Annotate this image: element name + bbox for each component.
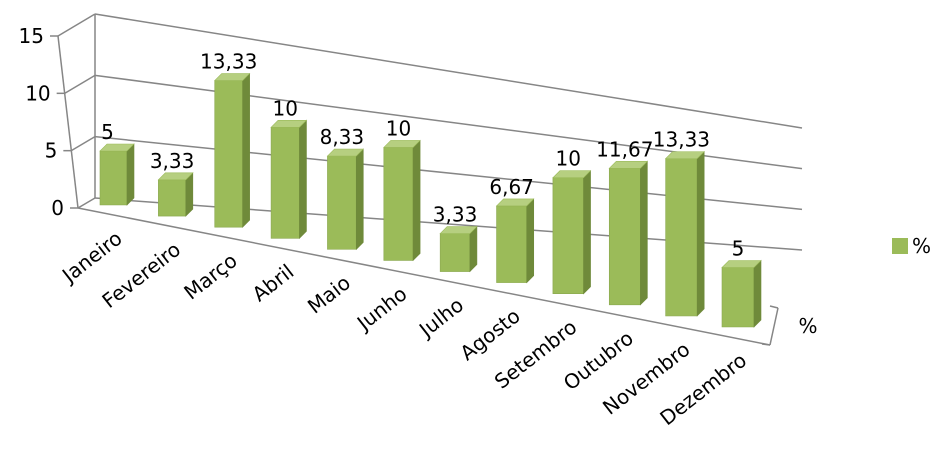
bar-top-abril <box>270 119 308 128</box>
gridline-back <box>94 13 803 129</box>
bar-side-junho <box>412 139 421 262</box>
data-label: 13,33 <box>653 128 710 152</box>
bar-top-dezembro <box>721 260 762 268</box>
data-label: 5 <box>732 237 745 261</box>
gridline-side <box>64 74 96 94</box>
depth-axis-label: % <box>798 314 817 338</box>
data-label: 8,33 <box>320 125 365 149</box>
bar-front-novembro <box>665 158 698 317</box>
bar-front-junho <box>383 147 414 261</box>
bar-side-março <box>242 72 250 228</box>
y-axis: 0 5 10 15 <box>19 24 79 220</box>
bar-front-dezembro <box>721 267 755 328</box>
bar-top-julho <box>439 226 478 234</box>
y-tick-label: 5 <box>45 139 58 163</box>
bar-side-dezembro <box>753 259 762 328</box>
category-label: Março <box>179 248 241 304</box>
depth-tick-mark <box>761 343 771 346</box>
bar-side-fevereiro <box>185 172 194 217</box>
data-label: 6,67 <box>489 175 534 199</box>
category-label: Junho <box>351 281 412 336</box>
bar-front-julho <box>439 233 471 272</box>
bar-side-setembro <box>583 170 591 295</box>
depth-axis-line <box>769 307 779 346</box>
bar-top-março <box>214 73 251 81</box>
bars <box>99 72 762 328</box>
depth-tick-mark <box>769 305 779 309</box>
data-label: 10 <box>386 116 411 140</box>
gridline-side <box>57 13 96 37</box>
bar-front-março <box>214 80 243 228</box>
bar-side-novembro <box>696 150 705 317</box>
y-tick-label: 15 <box>19 24 44 48</box>
data-label: 3,33 <box>433 203 478 227</box>
bar-front-maio <box>327 155 357 250</box>
bar-front-outubro <box>608 167 641 306</box>
data-label: 5 <box>101 120 114 144</box>
bar-front-agosto <box>496 205 528 283</box>
bar-side-outubro <box>640 160 648 306</box>
data-label: 10 <box>556 147 581 171</box>
gridline-side <box>77 197 96 209</box>
data-label: 3,33 <box>150 149 195 173</box>
x-axis-line <box>77 207 771 346</box>
gridline-side <box>70 136 96 152</box>
data-label: 11,67 <box>596 137 653 161</box>
bar-top-agosto <box>495 198 535 207</box>
legend-label: % <box>912 234 931 258</box>
bar-top-novembro <box>664 151 705 159</box>
legend: % <box>892 234 931 258</box>
bar-side-janeiro <box>126 143 135 206</box>
category-label: Julho <box>413 293 468 343</box>
bar-top-janeiro <box>99 143 135 152</box>
bar-side-agosto <box>526 198 535 284</box>
bar-front-setembro <box>552 177 584 295</box>
category-label: Maio <box>303 270 355 318</box>
bar-top-setembro <box>552 170 592 179</box>
bar-front-abril <box>270 126 300 239</box>
bar-top-junho <box>383 140 421 148</box>
bar-front-janeiro <box>99 150 128 206</box>
data-label: 10 <box>273 96 298 120</box>
bar-top-maio <box>326 148 364 157</box>
category-label: Abril <box>248 259 299 306</box>
bar-top-fevereiro <box>157 172 194 181</box>
y-axis-line <box>57 35 79 209</box>
bar-top-outubro <box>608 160 649 169</box>
data-label: 13,33 <box>200 50 257 74</box>
bar-side-abril <box>299 119 307 239</box>
legend-swatch <box>892 238 908 254</box>
bar-front-fevereiro <box>158 179 187 217</box>
y-tick-label: 0 <box>51 196 64 220</box>
bar-side-maio <box>355 148 364 251</box>
bar-side-julho <box>469 225 478 273</box>
y-tick-label: 10 <box>25 81 50 105</box>
